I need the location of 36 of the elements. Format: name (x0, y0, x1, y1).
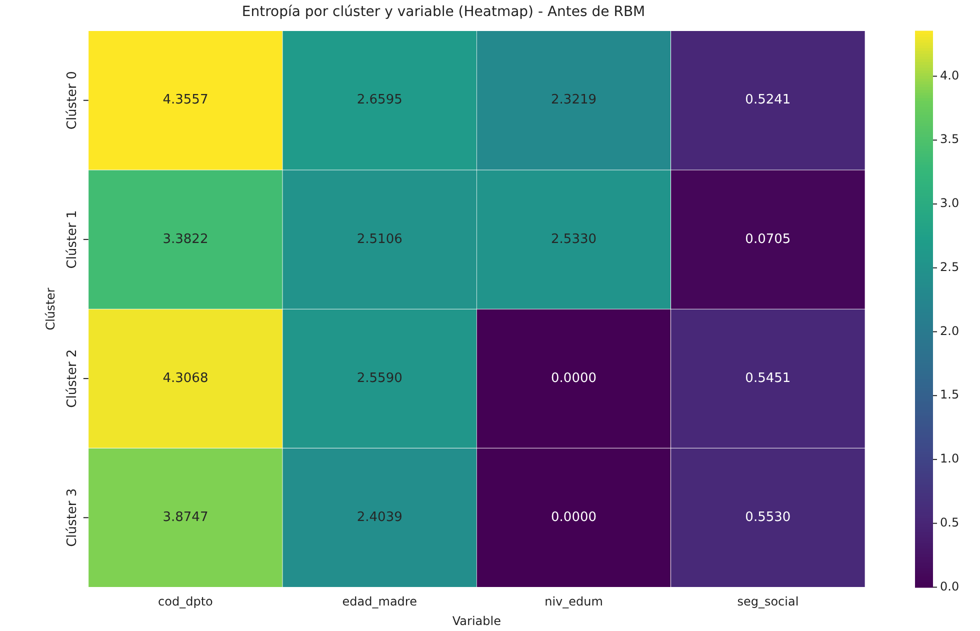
color-bar-label: 0.0 (940, 579, 960, 594)
data-label: 2.5106 (356, 232, 402, 247)
data-label: 4.3068 (162, 370, 208, 386)
data-label: 0.0705 (745, 232, 791, 247)
color-bar-label: 0.5 (940, 515, 960, 530)
data-label: 0.5451 (745, 370, 791, 386)
data-label: 0.0000 (551, 510, 597, 526)
color-bar-label: 2.0 (940, 324, 960, 338)
color-bar-label: 1.0 (940, 452, 960, 466)
x-tick-label: cod_dpto (158, 594, 213, 609)
chart-title: Entropía por clúster y variable (Heatmap) - Antes de RBM (242, 4, 646, 20)
color-bar-label: 3.5 (940, 132, 960, 146)
data-label: 2.5330 (551, 232, 597, 247)
data-label: 2.6595 (356, 92, 402, 108)
x-tick-label: seg_social (737, 594, 799, 609)
y-tick-label: Clúster 2 (64, 349, 80, 408)
x-axis-title: Variable (452, 614, 501, 628)
color-bar-label: 3.0 (940, 196, 960, 210)
data-label: 3.3822 (162, 232, 208, 247)
data-label: 0.5530 (745, 510, 791, 526)
data-label: 2.4039 (356, 510, 402, 526)
data-label: 0.5241 (745, 92, 791, 108)
data-label: 0.0000 (551, 370, 597, 386)
data-label: 4.3557 (162, 92, 208, 108)
x-tick-label: niv_edum (544, 594, 603, 609)
y-tick-label: Clúster 0 (64, 71, 80, 130)
data-label: 2.5590 (356, 370, 402, 386)
data-label: 3.8747 (162, 510, 208, 526)
x-tick-label: edad_madre (342, 594, 417, 609)
y-tick-label: Clúster 3 (64, 488, 80, 547)
color-bar-label: 2.5 (940, 260, 960, 274)
y-axis-title: Clúster (43, 288, 58, 330)
color-bar-label: 1.5 (940, 388, 960, 402)
data-label: 2.3219 (551, 92, 597, 108)
y-tick-label: Clúster 1 (64, 210, 80, 269)
color-bar-label: 4.0 (940, 68, 960, 82)
